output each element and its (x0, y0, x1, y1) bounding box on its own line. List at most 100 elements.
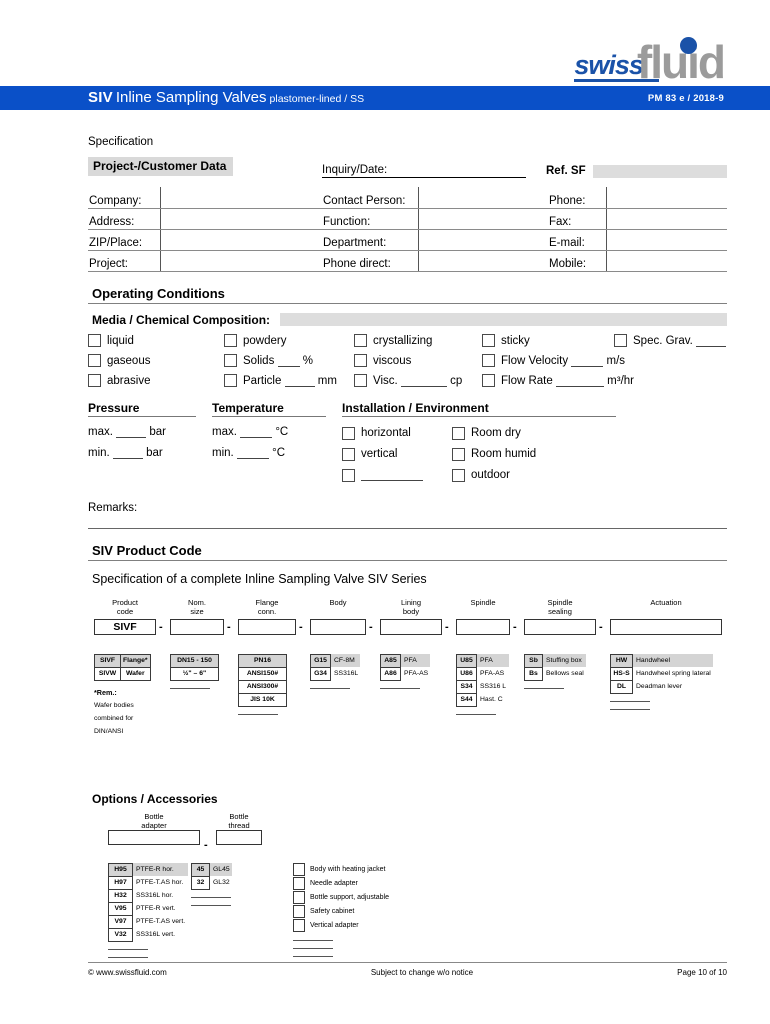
field-input[interactable] (605, 229, 727, 251)
blank-field[interactable] (555, 377, 604, 387)
blank-option-line[interactable] (456, 713, 496, 715)
checkbox[interactable] (452, 468, 465, 482)
blank-option-line[interactable] (108, 956, 148, 958)
product-code-input[interactable] (456, 618, 510, 635)
blank-option-line[interactable] (293, 947, 333, 949)
blank-option-line[interactable] (610, 708, 650, 710)
blank-field[interactable] (696, 337, 727, 347)
checkbox[interactable] (293, 863, 305, 876)
product-code-input[interactable] (524, 618, 596, 635)
option-code[interactable]: H32 (108, 888, 133, 903)
product-code-input[interactable] (610, 618, 722, 635)
option-code[interactable]: V32 (108, 927, 133, 942)
option-code[interactable]: DL (610, 679, 633, 694)
media-input[interactable] (280, 312, 727, 326)
accessory-selector-input[interactable] (216, 830, 262, 846)
blank-option-line[interactable] (310, 687, 350, 689)
field-input[interactable] (605, 250, 727, 272)
checkbox[interactable] (224, 354, 237, 367)
option-code[interactable]: S44 (456, 692, 477, 707)
field-input[interactable] (417, 229, 548, 251)
product-code-input[interactable] (380, 618, 442, 635)
blank-option-line[interactable] (191, 904, 231, 906)
accessory-selector-input[interactable] (108, 830, 200, 846)
blank-option-line[interactable] (170, 687, 210, 689)
blank-field[interactable] (277, 357, 300, 367)
option-code[interactable]: H95 (108, 862, 133, 877)
blank-field[interactable] (240, 428, 273, 438)
option-code[interactable]: ANSI150# (238, 666, 287, 681)
checkbox[interactable] (224, 334, 237, 347)
product-code-input[interactable] (238, 618, 296, 635)
option-code[interactable]: JIS 10K (238, 692, 287, 707)
checkbox[interactable] (224, 374, 237, 387)
checkbox[interactable] (88, 354, 101, 367)
field-input[interactable] (159, 229, 322, 251)
option-code[interactable]: V95 (108, 901, 133, 916)
blank-option-line[interactable] (238, 713, 278, 715)
blank-field[interactable] (236, 449, 269, 459)
blank-field[interactable] (361, 471, 423, 481)
checkbox[interactable] (293, 905, 305, 918)
option-code[interactable]: ½" – 6" (170, 666, 219, 681)
inquiry-date-field[interactable]: Inquiry/Date: (322, 164, 526, 178)
option-code[interactable]: SIVW (94, 666, 121, 681)
checkbox[interactable] (293, 877, 305, 890)
field-input[interactable] (417, 208, 548, 230)
checkbox[interactable] (354, 354, 367, 367)
field-input[interactable] (605, 208, 727, 230)
checkbox[interactable] (342, 447, 355, 461)
blank-option-line[interactable] (108, 948, 148, 950)
product-code-input[interactable] (170, 618, 224, 635)
checkbox[interactable] (614, 334, 627, 347)
checkbox[interactable] (482, 334, 495, 347)
option-code[interactable]: H97 (108, 875, 133, 890)
blank-option-line[interactable] (610, 700, 650, 702)
option-code[interactable]: G15 (310, 653, 331, 668)
blank-field[interactable] (571, 357, 604, 367)
checkbox[interactable] (293, 919, 305, 932)
option-code[interactable]: U86 (456, 666, 477, 681)
option-code[interactable]: 32 (191, 875, 210, 890)
option-code[interactable]: ANSI300# (238, 679, 287, 694)
checkbox[interactable] (88, 374, 101, 387)
field-input[interactable] (159, 250, 322, 272)
blank-option-line[interactable] (293, 939, 333, 941)
checkbox[interactable] (482, 354, 495, 367)
option-code[interactable]: Bs (524, 666, 543, 681)
blank-field[interactable] (112, 449, 143, 459)
checkbox[interactable] (354, 374, 367, 387)
checkbox[interactable] (88, 334, 101, 347)
checkbox[interactable] (293, 891, 305, 904)
option-code[interactable]: HS-S (610, 666, 633, 681)
product-code-input[interactable]: SIVF (94, 618, 156, 635)
option-code[interactable]: PN16 (238, 653, 287, 668)
option-code[interactable]: A86 (380, 666, 401, 681)
option-code[interactable]: DN15 - 150 (170, 653, 219, 668)
remarks-line[interactable] (88, 527, 727, 529)
option-code[interactable]: S34 (456, 679, 477, 694)
checkbox[interactable] (354, 334, 367, 347)
checkbox[interactable] (342, 426, 355, 440)
blank-field[interactable] (400, 377, 447, 387)
blank-field[interactable] (116, 428, 147, 438)
field-input[interactable] (417, 187, 548, 209)
field-input[interactable] (417, 250, 548, 272)
option-code[interactable]: G34 (310, 666, 331, 681)
blank-field[interactable] (284, 377, 315, 387)
checkbox[interactable] (342, 468, 355, 482)
option-code[interactable]: 45 (191, 862, 210, 877)
blank-option-line[interactable] (380, 687, 420, 689)
option-code[interactable]: V97 (108, 914, 133, 929)
ref-sf-input[interactable] (593, 165, 727, 178)
checkbox[interactable] (452, 447, 465, 461)
option-code[interactable]: HW (610, 653, 633, 668)
blank-option-line[interactable] (191, 896, 231, 898)
checkbox[interactable] (482, 374, 495, 387)
blank-option-line[interactable] (293, 955, 333, 957)
checkbox[interactable] (452, 426, 465, 440)
field-input[interactable] (159, 208, 322, 230)
product-code-input[interactable] (310, 618, 366, 635)
field-input[interactable] (605, 187, 727, 209)
option-code[interactable]: Sb (524, 653, 543, 668)
